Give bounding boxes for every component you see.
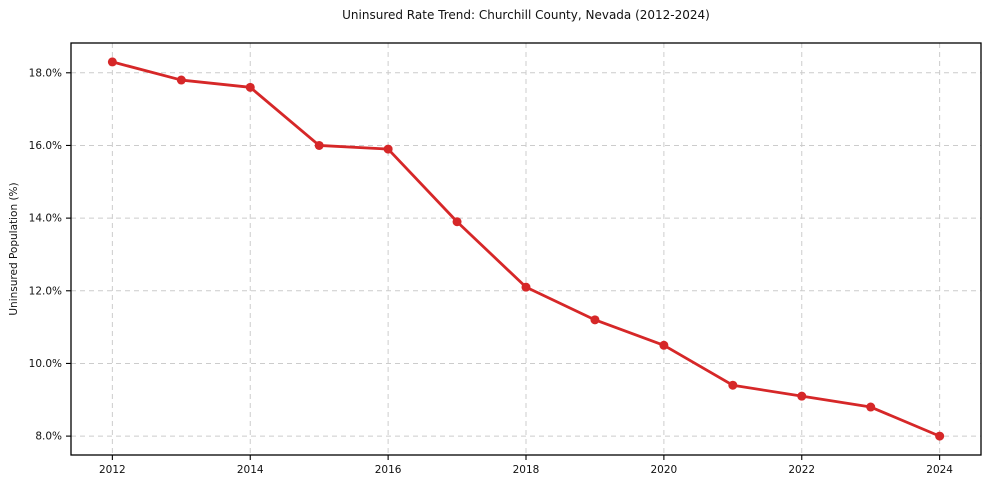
x-tick-label: 2024 [926,464,953,476]
data-point [383,144,393,154]
x-tick-label: 2018 [513,464,540,476]
data-point [866,402,876,412]
data-point [176,75,186,85]
x-tick-label: 2014 [237,464,264,476]
data-point [797,391,807,401]
y-tick-label: 18.0% [29,67,62,79]
y-tick-label: 12.0% [29,285,62,297]
data-point [245,82,255,92]
x-tick-label: 2016 [375,464,402,476]
data-point [521,282,531,292]
y-tick-label: 8.0% [35,431,62,443]
chart-title: Uninsured Rate Trend: Churchill County, … [342,8,710,22]
x-tick-label: 2012 [99,464,126,476]
x-tick-label: 2022 [788,464,815,476]
plot-border [70,42,982,456]
data-point [935,431,945,441]
y-tick-label: 10.0% [29,358,62,370]
y-tick-label: 16.0% [29,140,62,152]
data-point [728,380,738,390]
data-point [314,140,324,150]
data-point [590,315,600,325]
data-point [107,57,117,67]
data-point [452,217,462,227]
x-tick-label: 2020 [651,464,678,476]
y-tick-label: 14.0% [29,213,62,225]
data-point [659,340,669,350]
